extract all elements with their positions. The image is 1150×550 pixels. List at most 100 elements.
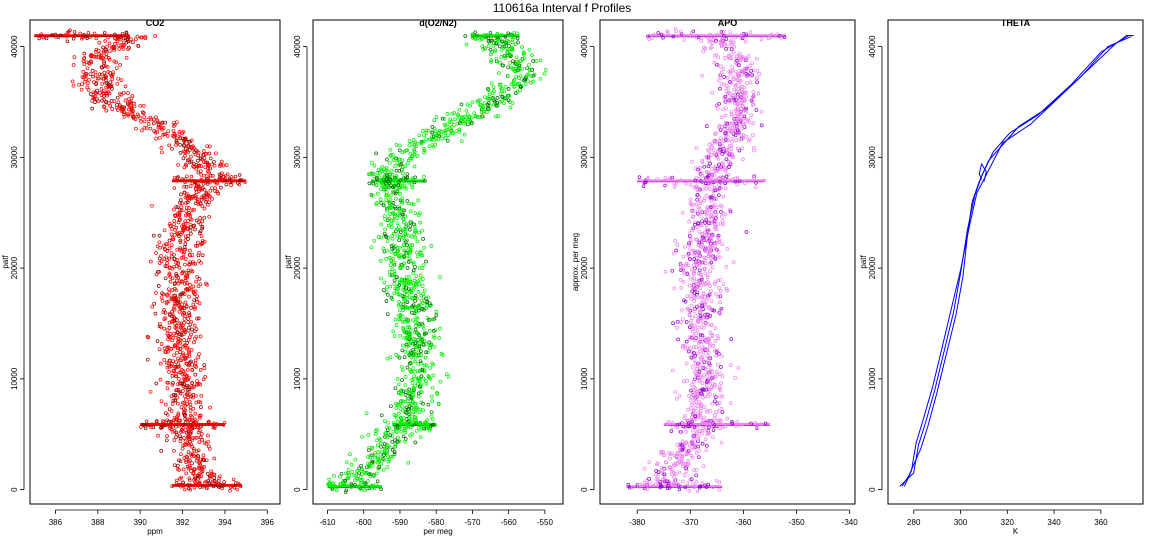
data-point bbox=[492, 89, 496, 93]
data-point bbox=[174, 260, 178, 265]
data-point bbox=[212, 475, 217, 480]
data-point bbox=[165, 258, 169, 262]
data-point bbox=[712, 384, 717, 389]
data-point bbox=[696, 320, 701, 325]
data-point bbox=[126, 91, 130, 95]
data-point bbox=[515, 62, 520, 67]
data-point bbox=[180, 381, 185, 386]
data-point bbox=[174, 435, 178, 440]
data-point bbox=[111, 44, 115, 49]
data-point bbox=[163, 264, 168, 268]
data-point bbox=[194, 218, 199, 223]
data-point bbox=[464, 108, 469, 113]
data-point bbox=[424, 306, 429, 310]
data-point bbox=[388, 197, 393, 202]
data-point bbox=[159, 449, 164, 453]
data-point bbox=[178, 217, 182, 222]
data-point bbox=[405, 253, 409, 258]
data-point bbox=[466, 115, 471, 120]
data-point bbox=[183, 225, 188, 230]
data-point bbox=[210, 162, 214, 167]
data-point bbox=[379, 413, 384, 418]
data-point bbox=[401, 328, 406, 333]
data-point bbox=[216, 481, 221, 486]
data-point bbox=[690, 215, 695, 219]
data-point bbox=[366, 433, 371, 437]
data-point bbox=[178, 142, 182, 147]
data-point bbox=[196, 150, 201, 155]
data-point bbox=[661, 36, 665, 40]
data-point bbox=[170, 402, 175, 406]
data-point bbox=[159, 295, 164, 300]
data-point bbox=[182, 456, 187, 460]
data-point bbox=[719, 42, 723, 46]
y-tick-label: 40000 bbox=[293, 35, 302, 58]
data-point bbox=[193, 180, 198, 184]
data-point bbox=[478, 115, 483, 120]
data-point bbox=[415, 250, 419, 255]
data-point bbox=[763, 421, 768, 426]
data-point bbox=[391, 218, 396, 223]
data-point bbox=[677, 446, 682, 450]
data-point bbox=[368, 453, 373, 458]
data-point bbox=[173, 297, 177, 301]
data-point bbox=[148, 389, 153, 394]
data-point bbox=[127, 45, 131, 50]
data-point bbox=[113, 42, 117, 46]
data-point bbox=[207, 474, 212, 479]
data-point bbox=[437, 336, 441, 340]
data-point bbox=[420, 306, 424, 311]
data-point bbox=[153, 34, 158, 38]
data-point bbox=[733, 114, 738, 118]
data-point bbox=[389, 221, 394, 226]
data-point bbox=[183, 262, 187, 267]
data-point bbox=[538, 58, 543, 63]
data-point bbox=[717, 285, 721, 290]
data-point bbox=[389, 249, 394, 254]
data-point bbox=[697, 415, 701, 419]
data-point bbox=[353, 457, 358, 462]
data-point bbox=[750, 61, 755, 66]
data-point bbox=[693, 166, 698, 171]
data-point bbox=[680, 479, 685, 484]
data-point bbox=[737, 179, 742, 183]
data-point bbox=[417, 133, 422, 138]
data-point bbox=[699, 170, 704, 175]
data-point bbox=[72, 30, 77, 34]
data-point bbox=[459, 139, 464, 144]
data-point bbox=[696, 434, 701, 439]
y-tick-label: 10000 bbox=[868, 367, 877, 390]
data-point bbox=[412, 180, 417, 185]
data-point bbox=[198, 282, 203, 287]
data-point bbox=[438, 326, 442, 331]
y-tick-label: 20000 bbox=[10, 256, 19, 279]
data-point bbox=[709, 323, 714, 327]
data-point bbox=[400, 348, 405, 353]
data-point bbox=[733, 176, 738, 180]
data-point bbox=[412, 152, 417, 157]
data-point bbox=[489, 60, 493, 64]
data-point bbox=[139, 119, 143, 124]
data-point bbox=[186, 328, 191, 333]
data-point bbox=[675, 443, 680, 447]
data-point bbox=[179, 192, 183, 197]
data-point bbox=[394, 196, 398, 201]
data-point bbox=[156, 433, 160, 438]
data-point bbox=[207, 214, 212, 219]
data-point bbox=[177, 218, 182, 223]
data-point bbox=[413, 211, 418, 216]
data-point bbox=[180, 328, 184, 332]
data-point bbox=[215, 189, 219, 194]
data-point bbox=[422, 339, 427, 343]
data-point bbox=[707, 344, 712, 348]
data-point bbox=[708, 46, 713, 51]
data-point bbox=[86, 88, 91, 92]
data-point bbox=[416, 290, 421, 294]
data-point bbox=[185, 341, 189, 345]
data-point bbox=[673, 238, 678, 243]
data-point bbox=[732, 93, 736, 97]
data-point bbox=[105, 44, 109, 49]
data-point bbox=[709, 260, 714, 265]
data-point bbox=[698, 332, 703, 337]
